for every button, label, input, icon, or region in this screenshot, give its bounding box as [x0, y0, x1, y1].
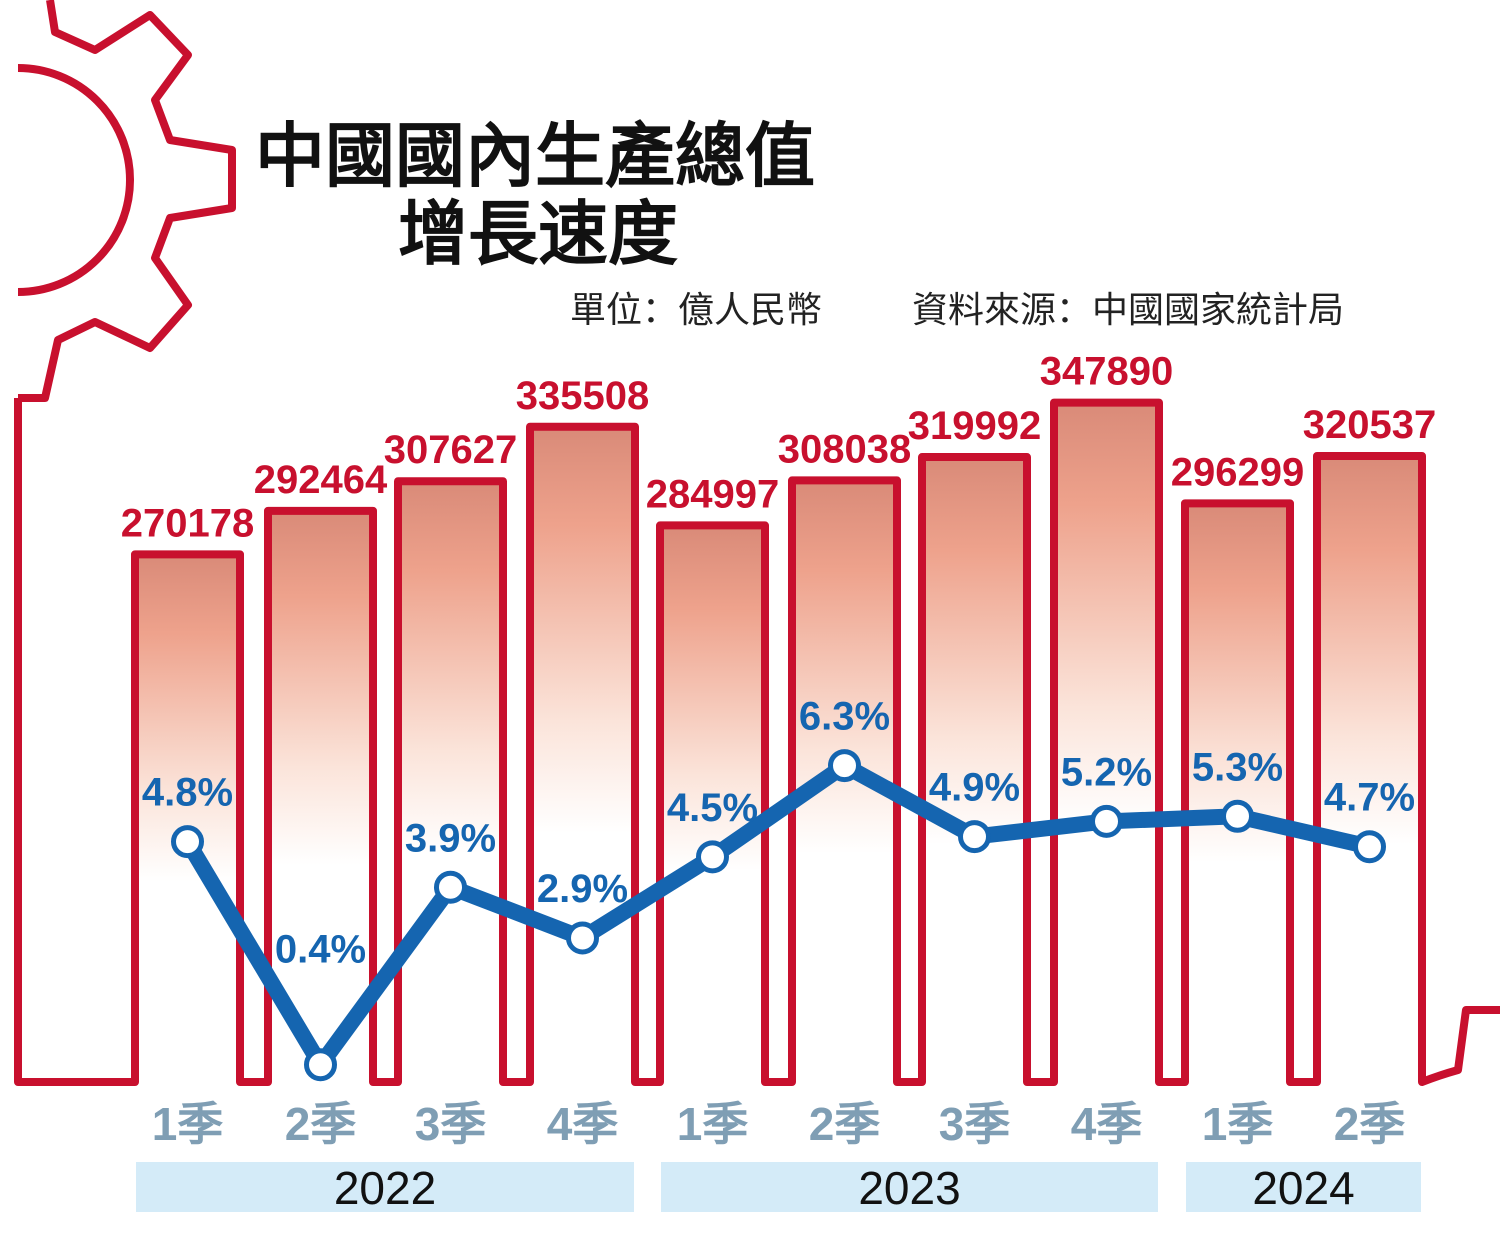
growth-point: [1353, 830, 1386, 864]
growth-label: 4.7%: [1324, 776, 1415, 820]
year-band: [1186, 1162, 1421, 1212]
year-label: 2022: [334, 1162, 436, 1214]
growth-label: 5.2%: [1061, 750, 1152, 794]
growth-point: [828, 749, 861, 783]
growth-point: [566, 921, 599, 955]
bar: [530, 426, 635, 1082]
bar-value-label: 270178: [121, 501, 254, 545]
bar-value-label: 308038: [778, 427, 911, 471]
bar-value-label: 319992: [908, 404, 1041, 448]
bar: [268, 510, 373, 1082]
growth-label: 4.5%: [667, 786, 758, 830]
growth-label: 2.9%: [537, 867, 628, 911]
bar: [1185, 503, 1290, 1082]
year-band: [136, 1162, 634, 1212]
bar-value-label: 347890: [1040, 350, 1173, 394]
bar: [398, 481, 503, 1082]
bar: [135, 554, 240, 1082]
growth-label: 4.9%: [929, 766, 1020, 810]
growth-label: 6.3%: [799, 695, 890, 739]
growth-label: 0.4%: [275, 928, 366, 972]
growth-label: 3.9%: [405, 816, 496, 860]
source-label: 資料來源：中國國家統計局: [912, 290, 1344, 331]
growth-point: [171, 825, 204, 859]
bar-value-label: 284997: [646, 472, 779, 516]
quarter-label: 3季: [939, 1098, 1011, 1150]
bar: [922, 457, 1027, 1082]
quarter-label: 4季: [1071, 1098, 1143, 1150]
gear-icon: [18, 0, 236, 402]
growth-point: [1090, 804, 1123, 838]
year-label: 2023: [858, 1162, 960, 1214]
year-label: 2024: [1252, 1162, 1354, 1214]
quarter-label: 1季: [677, 1098, 749, 1150]
quarter-label: 1季: [152, 1098, 224, 1150]
quarter-label: 1季: [1202, 1098, 1274, 1150]
bar-value-label: 296299: [1171, 450, 1304, 494]
chart-title: 中國國內生產總值: [255, 115, 815, 197]
growth-line: [180, 757, 1372, 1073]
quarter-label: 2季: [809, 1098, 881, 1150]
bar-value-label: 335508: [516, 374, 649, 418]
growth-point: [958, 820, 991, 854]
gear-inner-arc: [17, 64, 134, 296]
bar-value-label: 320537: [1303, 403, 1436, 447]
bar-value-label: 292464: [254, 458, 388, 502]
quarter-label: 2季: [285, 1098, 357, 1150]
growth-label: 4.8%: [142, 771, 233, 815]
bar: [1054, 402, 1159, 1083]
chart-title-line2: 增長速度: [398, 193, 678, 275]
growth-point: [696, 840, 729, 874]
growth-point: [1221, 799, 1254, 833]
quarter-label: 3季: [415, 1098, 487, 1150]
growth-label: 5.3%: [1192, 745, 1283, 789]
bar: [1317, 455, 1422, 1083]
unit-label: 單位：億人民幣: [570, 290, 822, 331]
quarter-label: 4季: [547, 1098, 619, 1150]
bar: [660, 525, 765, 1082]
quarter-label: 2季: [1334, 1098, 1406, 1150]
growth-point: [304, 1048, 337, 1082]
year-band: [661, 1162, 1158, 1212]
bar-value-label: 307627: [384, 428, 517, 472]
growth-point: [434, 870, 467, 904]
